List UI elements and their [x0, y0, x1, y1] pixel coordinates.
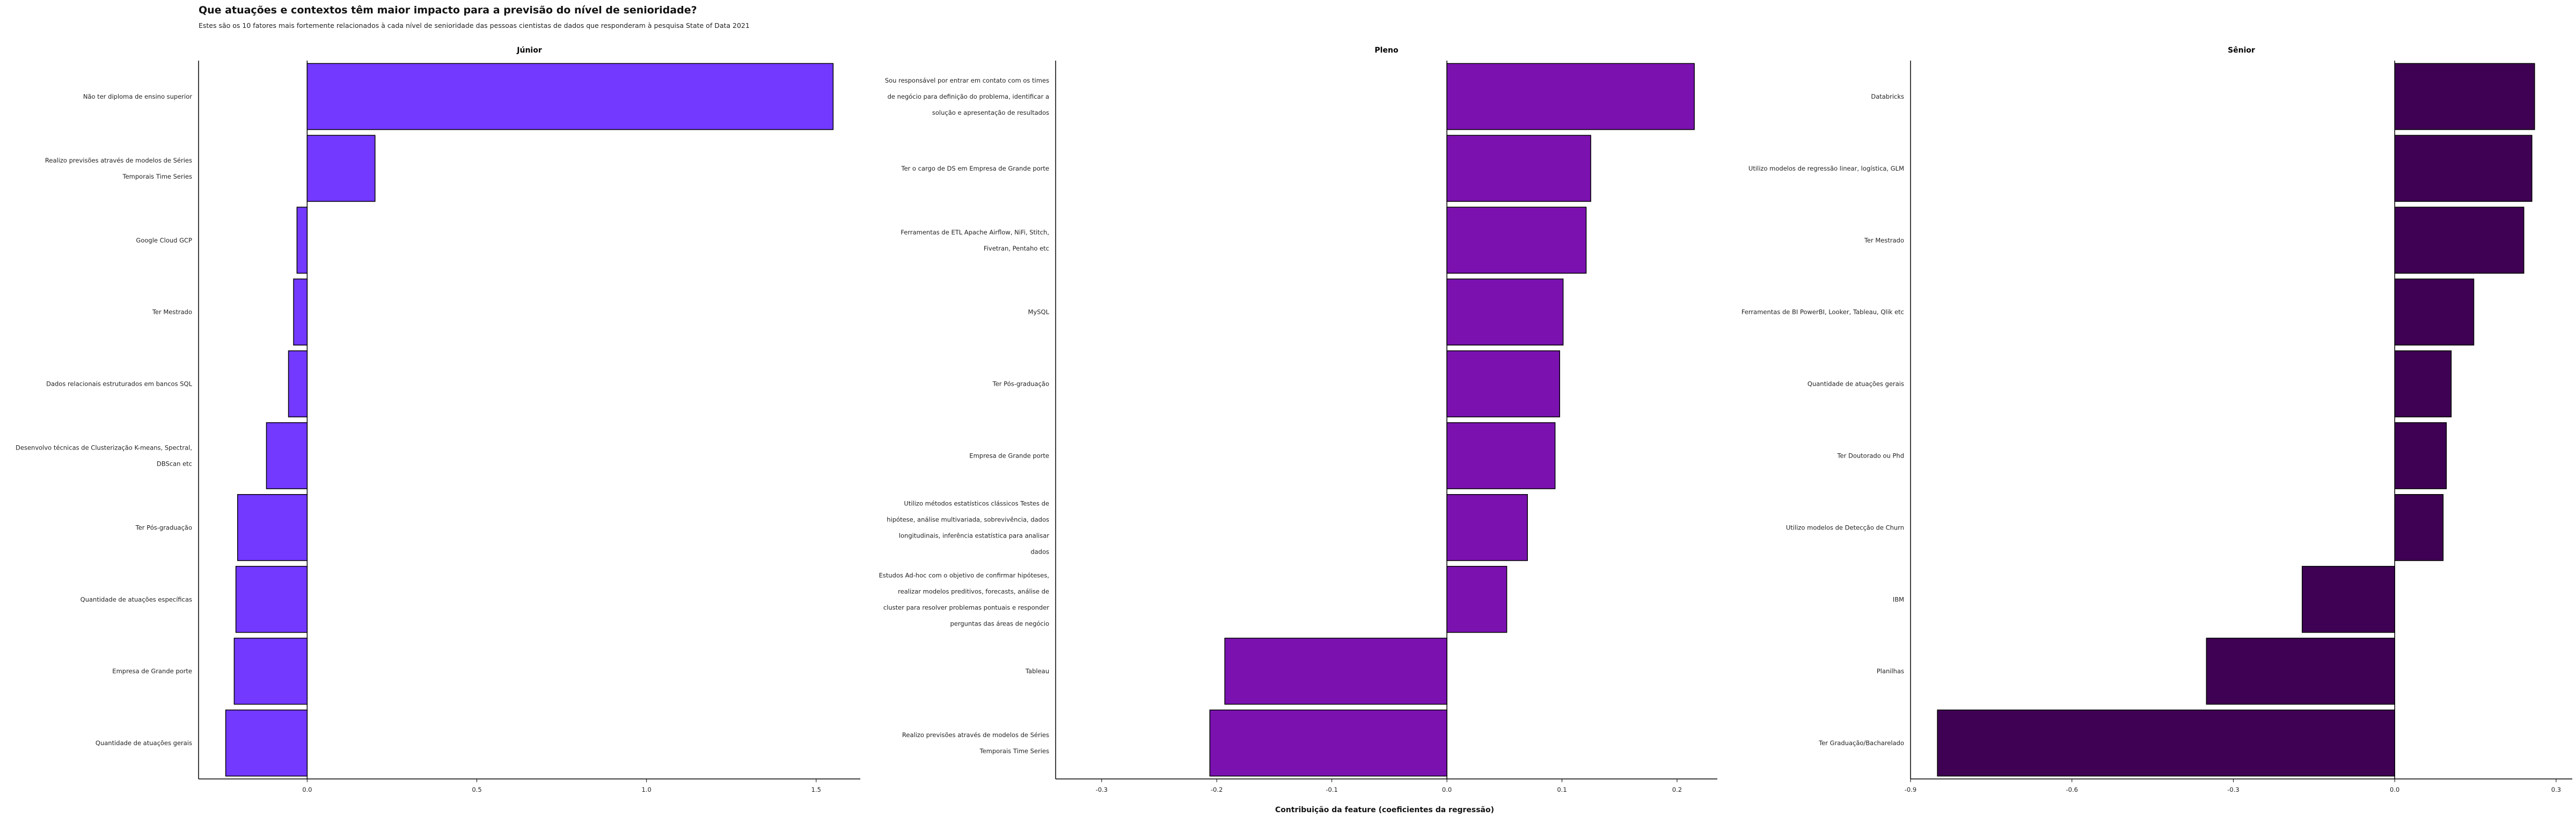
- category-label: Sou responsável por entrar em contato co…: [885, 77, 1049, 116]
- x-tick-label: 0.1: [1557, 786, 1567, 793]
- x-tick-label: -0.6: [2066, 786, 2078, 793]
- bar: [1937, 709, 2395, 777]
- bar: [2394, 494, 2444, 561]
- bar: [2394, 207, 2524, 274]
- x-tick-label: -0.1: [1326, 786, 1337, 793]
- category-label: Databricks: [1871, 93, 1904, 100]
- bar: [2394, 63, 2535, 130]
- bar: [233, 637, 308, 705]
- bar: [2394, 422, 2447, 489]
- category-label: Utilizo métodos estatísticos clássicos T…: [887, 499, 1049, 555]
- x-tick-label: 1.0: [641, 786, 651, 793]
- category-label: Quantidade de atuações gerais: [1807, 380, 1904, 388]
- category-label: IBM: [1893, 595, 1904, 603]
- panel-title: Júnior: [516, 46, 542, 55]
- bar: [1224, 637, 1447, 705]
- category-label: Quantidade de atuações gerais: [96, 739, 192, 747]
- x-tick-label: 1.5: [811, 786, 821, 793]
- bar: [1446, 422, 1556, 489]
- category-label: Utilizo modelos de Detecção de Churn: [1786, 524, 1904, 531]
- category-label: Realizo previsões através de modelos de …: [902, 731, 1049, 755]
- bar: [2394, 135, 2533, 202]
- x-tick-label: 0.2: [1672, 786, 1682, 793]
- bar: [288, 350, 308, 417]
- category-label: Estudos Ad-hoc com o objetivo de confirm…: [879, 571, 1050, 627]
- bar: [237, 494, 308, 561]
- category-label: Utilizo modelos de regressão linear, log…: [1748, 165, 1904, 172]
- category-label: Dados relacionais estruturados em bancos…: [46, 380, 192, 388]
- x-tick-label: 0.5: [472, 786, 481, 793]
- bar: [296, 207, 308, 274]
- x-axis-label: Contribuição da feature (coeficientes da…: [1275, 806, 1495, 814]
- bar: [306, 135, 376, 202]
- category-label: Ferramentas de ETL Apache Airflow, NiFi,…: [901, 229, 1049, 252]
- bar: [2206, 637, 2395, 705]
- bar: [1446, 350, 1560, 417]
- category-label: Quantidade de atuações específicas: [80, 595, 192, 603]
- bar: [1209, 709, 1447, 777]
- bar: [1446, 278, 1564, 345]
- category-label: Desenvolvo técnicas de Clusterização K-m…: [16, 444, 192, 467]
- category-label: Google Cloud GCP: [136, 237, 192, 244]
- category-label: Tableau: [1025, 667, 1049, 675]
- category-label: Ter Pós-graduação: [135, 524, 192, 531]
- category-label: Não ter diploma de ensino superior: [83, 93, 192, 100]
- category-label: Ter Pós-graduação: [992, 380, 1049, 388]
- x-tick-label: 0.0: [2390, 786, 2399, 793]
- category-label: Ter Mestrado: [1864, 237, 1904, 244]
- panel-title: Sênior: [2228, 46, 2255, 55]
- category-label: Ter Mestrado: [152, 308, 192, 316]
- bar: [2394, 278, 2475, 345]
- x-tick-label: 0.0: [302, 786, 312, 793]
- x-tick-label: -0.9: [1905, 786, 1916, 793]
- chart-title: Que atuações e contextos têm maior impac…: [199, 4, 697, 16]
- bar: [2394, 350, 2452, 417]
- bar: [1446, 494, 1528, 561]
- bar: [1446, 63, 1695, 130]
- chart-subtitle: Estes são os 10 fatores mais fortemente …: [199, 21, 750, 30]
- category-label: Ferramentas de BI PowerBI, Looker, Table…: [1741, 308, 1904, 316]
- bar: [1446, 135, 1591, 202]
- x-tick-label: -0.2: [1211, 786, 1223, 793]
- category-label: MySQL: [1028, 308, 1050, 316]
- x-tick-label: 0.0: [1442, 786, 1452, 793]
- panel-title: Pleno: [1374, 46, 1399, 55]
- x-tick-label: 0.3: [2551, 786, 2561, 793]
- bar: [293, 278, 308, 345]
- bar: [1446, 565, 1507, 633]
- bar: [306, 63, 834, 130]
- category-label: Empresa de Grande porte: [112, 667, 192, 675]
- category-label: Planilhas: [1877, 667, 1904, 675]
- bar: [225, 709, 308, 777]
- x-tick-label: -0.3: [1096, 786, 1108, 793]
- bar: [266, 422, 308, 489]
- category-label: Ter Graduação/Bacharelado: [1818, 739, 1904, 747]
- bar: [1446, 207, 1587, 274]
- category-label: Ter Doutorado ou Phd: [1836, 452, 1904, 459]
- category-label: Ter o cargo de DS em Empresa de Grande p…: [901, 165, 1049, 172]
- bar: [235, 565, 308, 633]
- category-label: Empresa de Grande porte: [969, 452, 1049, 459]
- bar: [2302, 565, 2395, 633]
- x-tick-label: -0.3: [2227, 786, 2239, 793]
- category-label: Realizo previsões através de modelos de …: [45, 157, 192, 180]
